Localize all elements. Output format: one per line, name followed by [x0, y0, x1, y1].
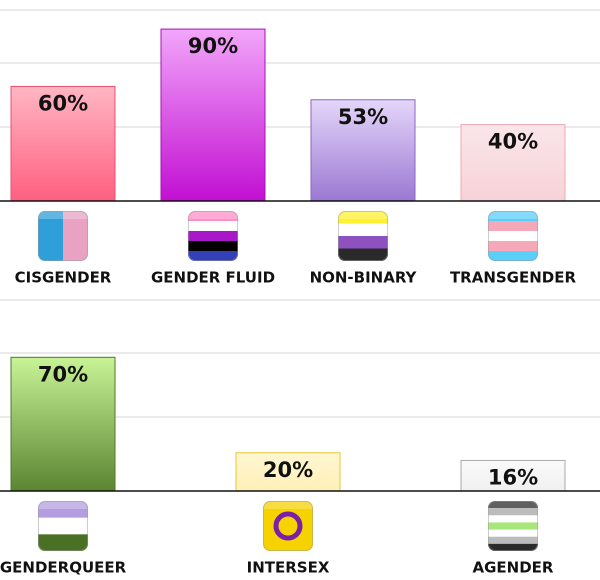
flag-stripe	[488, 515, 538, 523]
flag-stripe	[338, 223, 388, 237]
bar	[310, 99, 416, 202]
flag-ring	[273, 511, 303, 541]
flag-sheen	[263, 501, 313, 509]
flag-icon	[188, 211, 238, 261]
flag-stripe	[488, 529, 538, 538]
bar	[160, 28, 266, 202]
flag-stripe	[188, 231, 238, 242]
flag-stripe	[488, 221, 538, 232]
bar	[235, 452, 341, 492]
flag-stripe	[338, 248, 388, 261]
flag-sheen	[488, 211, 538, 219]
flag-sheen	[38, 211, 88, 219]
category-label: CISGENDER	[15, 269, 112, 287]
flag-stripe	[38, 501, 88, 519]
flag-stripe	[263, 501, 313, 551]
flag-stripe	[488, 251, 538, 261]
flag-stripe	[488, 211, 538, 222]
value-label: 70%	[38, 362, 88, 386]
flag-sheen	[338, 211, 388, 219]
flag-stripe	[38, 211, 64, 261]
value-label: 90%	[188, 34, 238, 58]
flag-icon	[338, 211, 388, 261]
value-label: 40%	[488, 130, 538, 154]
flag-stripe	[38, 517, 88, 535]
flag-stripe	[38, 534, 88, 551]
flag-stripe	[188, 221, 238, 232]
flag-stripe	[488, 536, 538, 545]
flag-sheen	[188, 211, 238, 219]
flag-stripe	[488, 231, 538, 242]
flag-sheen	[38, 501, 88, 509]
bar	[10, 85, 116, 202]
value-label: 53%	[338, 105, 388, 129]
flag-stripe	[488, 241, 538, 252]
flag-stripe	[488, 508, 538, 516]
flag-border	[488, 211, 538, 261]
flag-stripe	[338, 211, 388, 224]
flag-stripe	[188, 251, 238, 261]
flag-icon	[38, 501, 88, 551]
bar	[460, 459, 566, 492]
category-label: NON-BINARY	[310, 269, 418, 287]
flag-border	[38, 501, 88, 551]
flag-border	[263, 501, 313, 551]
value-label: 16%	[488, 465, 538, 489]
flag-stripe	[488, 543, 538, 551]
flag-sheen	[488, 501, 538, 509]
flag-stripe	[488, 501, 538, 509]
flag-icon	[38, 211, 88, 261]
flag-border	[338, 211, 388, 261]
flag-border	[488, 501, 538, 551]
bar	[460, 124, 566, 202]
flag-stripe	[188, 241, 238, 252]
value-label: 60%	[38, 91, 88, 115]
category-label: INTERSEX	[247, 559, 330, 577]
value-label: 20%	[263, 458, 313, 482]
flag-stripe	[188, 211, 238, 222]
flag-stripe	[488, 522, 538, 531]
category-label: GENDERQUEER	[0, 559, 127, 577]
flag-border	[188, 211, 238, 261]
flag-icon	[488, 211, 538, 261]
flag-icon	[488, 501, 538, 551]
flag-icon	[263, 501, 313, 551]
bar	[10, 356, 116, 492]
flag-stripe	[63, 211, 88, 261]
category-label: AGENDER	[473, 559, 554, 577]
flag-border	[38, 211, 88, 261]
flag-stripe	[338, 236, 388, 249]
category-label: GENDER FLUID	[151, 269, 275, 287]
category-label: TRANSGENDER	[450, 269, 577, 287]
